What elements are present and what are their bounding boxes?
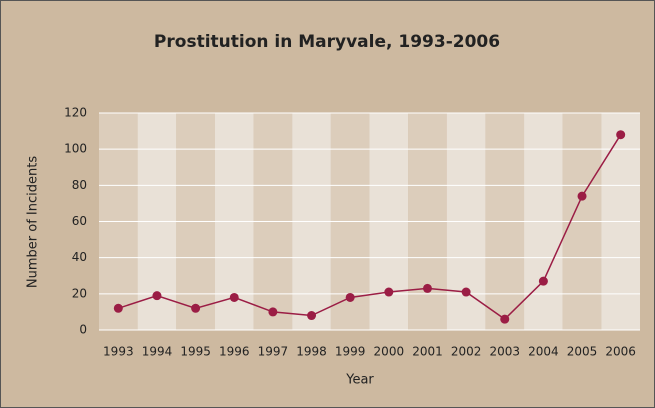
data-point: [384, 287, 394, 297]
data-point: [461, 287, 471, 297]
x-tick-label: 1994: [142, 345, 173, 359]
data-point: [616, 130, 626, 140]
x-tick-label: 1995: [180, 345, 211, 359]
x-tick-label: 1993: [103, 345, 134, 359]
y-tick-label: 120: [64, 106, 87, 120]
data-point: [422, 283, 432, 293]
data-point: [577, 191, 587, 201]
x-tick-label: 2003: [489, 345, 520, 359]
data-point: [500, 314, 510, 324]
data-point: [191, 303, 201, 313]
x-axis-title: Year: [345, 373, 374, 388]
data-point: [345, 292, 355, 302]
y-tick-label: 80: [72, 178, 87, 192]
y-tick-label: 40: [72, 250, 87, 264]
data-point: [268, 307, 278, 317]
x-tick-label: 1996: [219, 345, 250, 359]
data-point: [152, 291, 162, 301]
x-tick-label: 1998: [296, 345, 327, 359]
x-tick-label: 2004: [528, 345, 559, 359]
x-tick-label: 2000: [374, 345, 405, 359]
x-tick-label: 2002: [451, 345, 482, 359]
y-tick-label: 60: [72, 214, 87, 228]
data-point: [229, 292, 239, 302]
x-tick-label: 1997: [258, 345, 289, 359]
x-tick-label: 2006: [605, 345, 636, 359]
y-tick-label: 100: [64, 142, 87, 156]
data-point: [307, 311, 317, 321]
data-point: [538, 276, 548, 286]
y-tick-label: 0: [79, 323, 87, 337]
chart-title: Prostitution in Maryvale, 1993-2006: [154, 32, 500, 52]
x-tick-label: 1999: [335, 345, 366, 359]
y-tick-label: 20: [72, 286, 87, 300]
series-line: [118, 134, 622, 321]
x-tick-label: 2005: [567, 345, 598, 359]
x-tick-label: 2001: [412, 345, 443, 359]
data-point: [113, 303, 123, 313]
y-axis-title: Number of Incidents: [26, 156, 41, 288]
